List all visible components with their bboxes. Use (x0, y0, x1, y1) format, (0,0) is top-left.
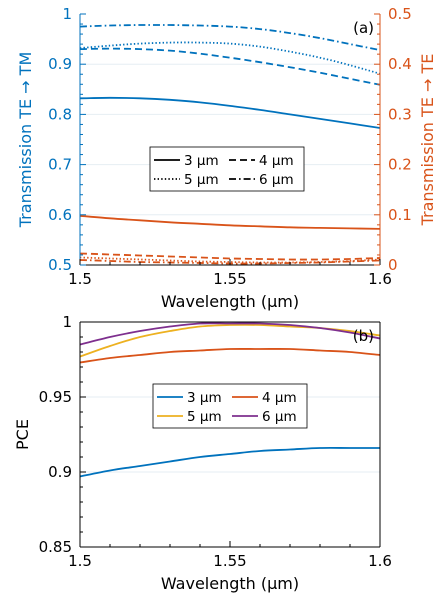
y-axis-right-label: Transmission TE → TE (418, 54, 437, 227)
series-line (79, 24, 381, 51)
series-line (79, 47, 381, 86)
legend-box (152, 383, 308, 429)
x-tick-label: 1.6 (368, 270, 392, 288)
y-tick-label: 0.7 (48, 156, 72, 174)
legend-label: 5 µm (184, 172, 219, 188)
y-right-tick-label: 0.1 (388, 206, 412, 224)
panel-b: 1.5 1.55 1.6 0.85 0.9 0.95 1 Wavelength (µm) PCE… (13, 313, 392, 593)
y-right-tick-label: 0 (388, 256, 398, 274)
y-tick-label: 0.9 (48, 55, 72, 73)
series-line (79, 446, 380, 478)
legend-label: 4 µm (262, 390, 297, 406)
y-axis-label: Transmission TE → TM (16, 52, 35, 228)
series-line (79, 348, 381, 364)
legend-label: 3 µm (184, 153, 219, 169)
legend-label: 5 µm (187, 409, 222, 425)
y-right-tick-label: 0.4 (388, 55, 412, 73)
x-axis-label: Wavelength (µm) (161, 574, 299, 593)
legend: 3 µm 4 µm 5 µm 6 µm (152, 383, 308, 429)
y-axis-label: PCE (13, 419, 32, 450)
y-tick-label: 0.85 (39, 538, 72, 556)
series-line (79, 96, 381, 129)
x-tick-label: 1.55 (213, 270, 246, 288)
x-axis-label: Wavelength (µm) (161, 292, 299, 311)
y-right-tick-label: 0.5 (388, 5, 412, 23)
series-line (79, 322, 381, 346)
legend-box (149, 146, 305, 192)
legend-label: 6 µm (262, 409, 297, 425)
y-tick-label: 1 (62, 313, 72, 331)
x-tick-label: 1.5 (68, 270, 92, 288)
x-tick-label: 1.55 (213, 552, 246, 570)
panel-label: (a) (353, 19, 374, 37)
legend-label: 6 µm (259, 172, 294, 188)
series-line (79, 252, 381, 261)
x-tick-label: 1.6 (368, 552, 392, 570)
y-tick-label: 0.8 (48, 105, 72, 123)
legend-label: 4 µm (259, 153, 294, 169)
series-line (79, 214, 381, 230)
y-tick-label: 0.5 (48, 256, 72, 274)
panel-a: 1.5 1.55 1.6 0.5 0.6 0.7 0.8 0.9 1 0 0.1 0.2 0.3 0.4 0… (16, 5, 437, 311)
series-line (79, 41, 381, 75)
panel-label: (b) (353, 327, 374, 345)
y-right-tick-label: 0.2 (388, 156, 412, 174)
y-tick-label: 1 (62, 5, 72, 23)
y-tick-label: 0.6 (48, 206, 72, 224)
y-tick-label: 0.95 (39, 388, 72, 406)
y-right-tick-label: 0.3 (388, 105, 412, 123)
x-tick-label: 1.5 (68, 552, 92, 570)
y-tick-label: 0.9 (48, 463, 72, 481)
legend-label: 3 µm (187, 390, 222, 406)
legend: 3 µm 4 µm 5 µm 6 µm (149, 146, 305, 192)
